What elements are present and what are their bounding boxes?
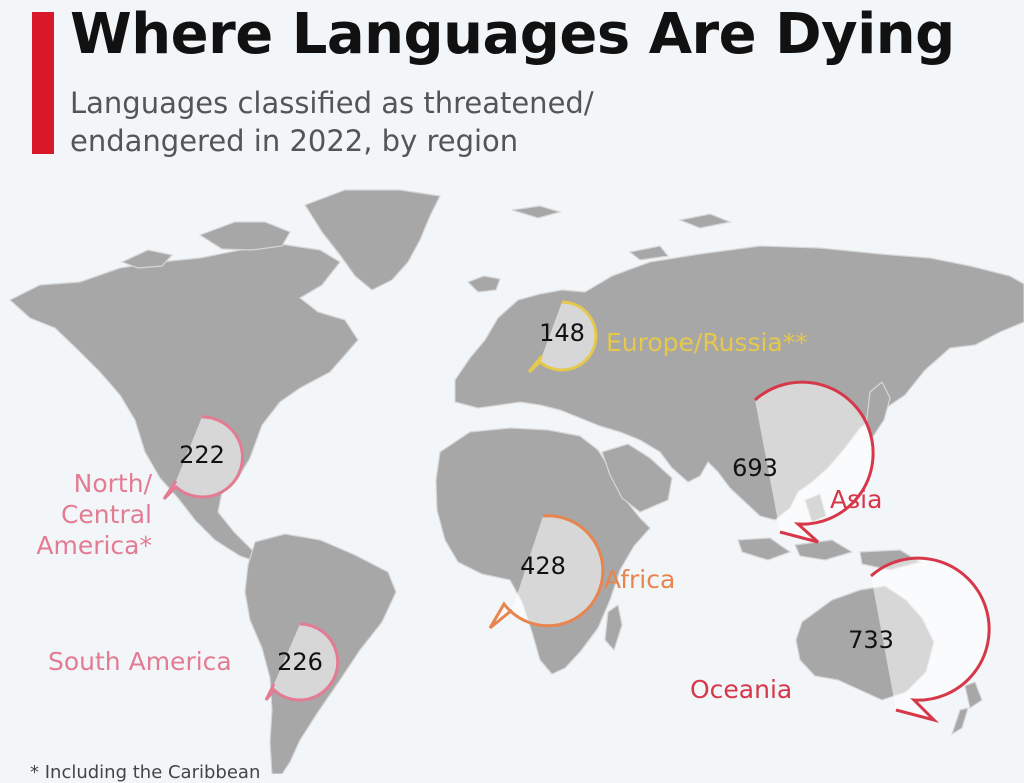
bubble-oceania: 733 [796, 556, 991, 724]
world-map [0, 170, 1024, 774]
speech-bubble-icon [754, 380, 875, 544]
bubble-value: 148 [539, 319, 585, 347]
bubble-asia: 693 [680, 380, 875, 548]
footnote: * Including the Caribbean [30, 762, 261, 783]
new-zealand-landmass [950, 681, 983, 736]
label-south-america: South America [48, 647, 232, 676]
southeast-asia-islands-landmass [737, 493, 922, 571]
speech-bubble-icon [527, 300, 598, 374]
russian-arctic-islands-landmass [511, 205, 733, 261]
bubble-africa: 428 [484, 512, 605, 632]
speech-bubble-icon [162, 415, 244, 501]
page-subtitle: Languages classified as threatened/ enda… [70, 86, 594, 158]
label-africa: Africa [604, 565, 676, 594]
bubble-value: 733 [848, 626, 894, 654]
madagascar-landmass [604, 603, 623, 652]
bubble-south-america: 226 [258, 620, 342, 704]
label-europe-russia: Europe/Russia** [606, 328, 808, 357]
iceland-landmass [466, 275, 501, 293]
page-title: Where Languages Are Dying [70, 2, 955, 67]
bubble-value: 693 [732, 454, 778, 482]
arctic-islands-landmass [120, 221, 291, 269]
bubble-europe-russia: 148 [524, 298, 600, 376]
label-oceania: Oceania [690, 675, 793, 704]
label-asia: Asia [830, 485, 883, 514]
speech-bubble-icon [870, 556, 991, 723]
bubble-north-central-america: 222 [156, 413, 248, 503]
arabia-landmass [601, 443, 673, 513]
speech-bubble-icon [264, 622, 340, 702]
label-north-central-america: North/ Central America* [36, 469, 152, 560]
speech-bubble-icon [488, 514, 605, 630]
accent-bar [32, 12, 54, 154]
bubble-value: 428 [520, 552, 566, 580]
greenland-landmass [304, 189, 441, 291]
bubble-value: 222 [179, 441, 225, 469]
bubble-value: 226 [277, 648, 323, 676]
